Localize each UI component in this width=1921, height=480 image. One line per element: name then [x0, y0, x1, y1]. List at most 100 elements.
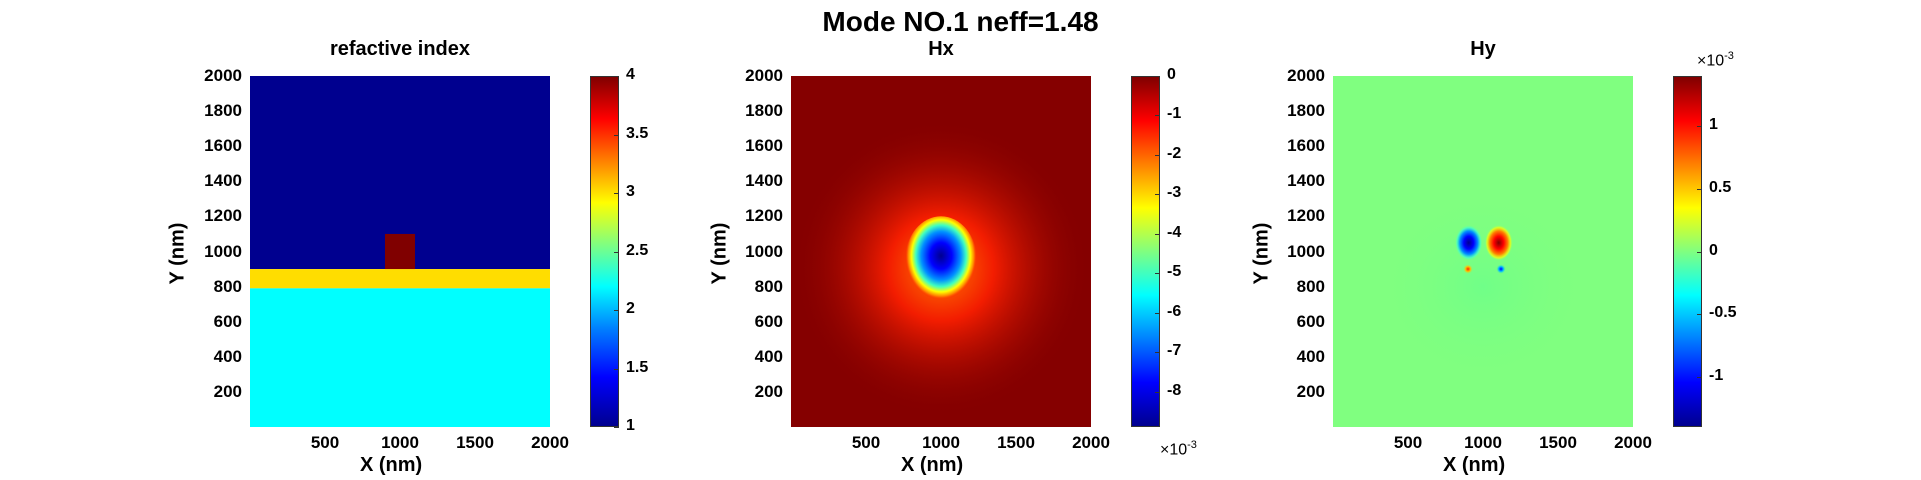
panel-title: refactive index — [329, 38, 471, 60]
x-tick-label: 1000 — [922, 433, 960, 452]
colorbar-tick-label: 3.5 — [626, 124, 649, 142]
x-tick-label: 500 — [310, 433, 340, 452]
colorbar-tick-mark — [614, 310, 619, 311]
x-tick-label: 500 — [1393, 433, 1423, 452]
colorbar-tick-label: 0.5 — [1709, 178, 1732, 196]
y-tick-label: 400 — [1296, 346, 1325, 366]
x-axis-label: X (nm) — [901, 454, 964, 476]
colorbar-tick-mark — [1697, 314, 1702, 316]
y-tick-label: 600 — [754, 311, 783, 331]
positive-lobe — [1463, 264, 1473, 275]
colorbar-tick-label: 3 — [626, 183, 635, 200]
y-tick-label: 1600 — [204, 136, 242, 156]
colorbar-tick-mark — [1155, 352, 1160, 354]
y-tick-label: 200 — [754, 381, 783, 401]
colorbar-tick-mark — [1155, 312, 1160, 314]
y-tick-label: 400 — [213, 346, 242, 366]
colorbar-tick-mark — [614, 251, 619, 253]
y-tick-label: 1400 — [204, 171, 242, 191]
colorbar-tick-mark — [1697, 251, 1702, 253]
colorbar-tick-mark — [1155, 391, 1160, 393]
y-tick-label: 1400 — [1287, 171, 1325, 191]
x-tick-label: 1500 — [997, 433, 1035, 452]
panel-title: Hy — [1470, 38, 1496, 60]
colorbar-tick-label: -6 — [1167, 302, 1182, 320]
y-tick-label: 1000 — [204, 241, 242, 261]
x-tick-label: 2000 — [1614, 433, 1652, 452]
x-tick-label: 1500 — [1539, 433, 1577, 452]
y-tick-label: 1000 — [1287, 241, 1325, 261]
colorbar-tick-mark — [614, 134, 619, 136]
colorbar-exponent: ×10-3 — [1697, 50, 1734, 70]
y-tick-label: 1200 — [204, 206, 242, 226]
negative-lobe — [1454, 224, 1483, 261]
colorbar-tick-label: 1 — [1709, 116, 1718, 134]
x-tick-label: 1000 — [381, 433, 419, 452]
colorbar-tick-label: -8 — [1167, 381, 1182, 399]
x-tick-label: 2000 — [531, 433, 569, 452]
colorbar-exponent: ×10-3 — [1160, 439, 1197, 459]
x-tick-label: 1000 — [1464, 433, 1502, 452]
colorbar-tick-mark — [614, 427, 619, 428]
colorbar-tick-label: 1.5 — [626, 358, 649, 376]
hy-field-map — [1333, 76, 1633, 427]
index-map — [250, 76, 550, 427]
colorbar-tick-label: -2 — [1167, 144, 1182, 162]
negative-lobe — [1496, 264, 1506, 275]
y-tick-label: 1400 — [745, 171, 783, 191]
y-tick-label: 1000 — [745, 241, 783, 261]
colorbar-tick-label: -5 — [1167, 263, 1182, 281]
region-core — [385, 233, 415, 270]
colorbar-tick-label: 0 — [1167, 66, 1176, 83]
y-tick-label: 200 — [213, 381, 242, 401]
colorbar-tick-mark — [1697, 188, 1702, 190]
y-tick-label: 200 — [1296, 381, 1325, 401]
colorbar-tick-mark — [1155, 115, 1160, 117]
y-tick-label: 1600 — [1287, 136, 1325, 156]
region-substrate — [250, 288, 550, 427]
colorbar-tick-label: -0.5 — [1709, 304, 1737, 322]
y-tick-label: 600 — [1296, 311, 1325, 331]
y-tick-label: 1800 — [204, 101, 242, 121]
x-tick-label: 1500 — [456, 433, 494, 452]
region-film — [250, 269, 550, 289]
y-tick-label: 400 — [754, 346, 783, 366]
colorbar-tick-mark — [614, 193, 619, 194]
panel-title: Hx — [928, 38, 954, 60]
colorbar-tick-label: -1 — [1167, 105, 1182, 123]
colorbar — [1131, 76, 1160, 427]
colorbar-tick-label: -1 — [1709, 366, 1724, 384]
y-tick-label: 1800 — [745, 101, 783, 121]
figure-title: Mode NO.1 neff=1.48 — [822, 6, 1099, 37]
colorbar-tick-mark — [614, 368, 619, 370]
y-tick-label: 2000 — [204, 66, 242, 85]
colorbar-tick-label: 0 — [1709, 241, 1718, 259]
hx-field-map — [791, 76, 1091, 427]
colorbar-tick-mark — [1155, 233, 1160, 235]
colorbar-tick-label: -7 — [1167, 342, 1182, 360]
colorbar-tick-label: 1 — [626, 417, 635, 434]
y-tick-label: 1600 — [745, 136, 783, 156]
colorbar-tick-label: -4 — [1167, 223, 1182, 241]
x-tick-label: 500 — [851, 433, 881, 452]
hy-halo — [1373, 186, 1593, 387]
colorbar-tick-label: -3 — [1167, 184, 1182, 202]
y-tick-label: 1800 — [1287, 101, 1325, 121]
y-tick-label: 1200 — [745, 206, 783, 226]
y-tick-label: 2000 — [1287, 66, 1325, 85]
x-tick-label: 2000 — [1072, 433, 1110, 452]
colorbar-tick-mark — [614, 76, 619, 77]
colorbar-tick-mark — [1155, 154, 1160, 156]
y-tick-label: 800 — [1296, 276, 1325, 296]
colorbar-tick-mark — [1155, 194, 1160, 196]
x-axis-label: X (nm) — [360, 454, 423, 476]
colorbar-tick-mark — [1155, 76, 1160, 77]
colorbar-tick-mark — [1697, 126, 1702, 128]
colorbar-tick-mark — [1155, 273, 1160, 275]
x-axis-label: X (nm) — [1443, 454, 1506, 476]
hx-mode-spot — [905, 216, 977, 305]
y-tick-label: 1200 — [1287, 206, 1325, 226]
